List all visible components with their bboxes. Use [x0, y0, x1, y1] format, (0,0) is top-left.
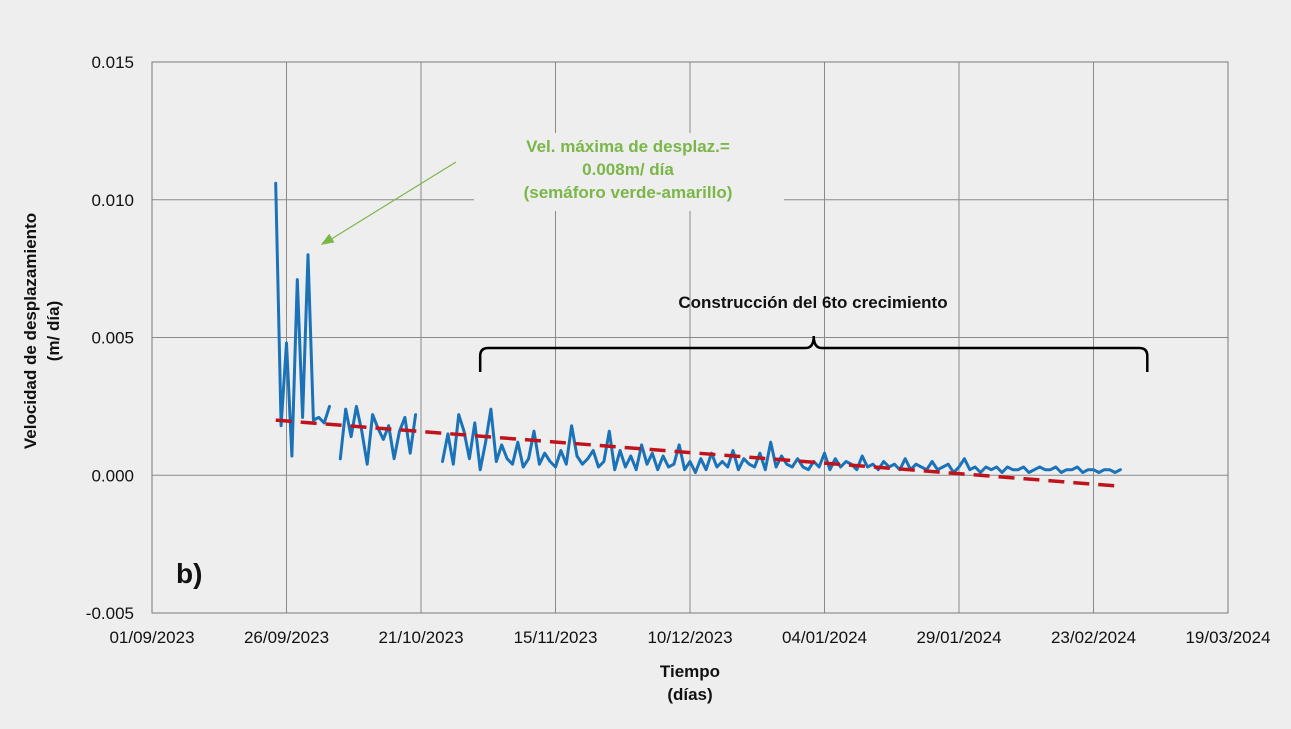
y-axis-title-line1: Velocidad de desplazamiento — [21, 213, 40, 449]
max-velocity-label-line2: 0.008m/ día — [582, 160, 674, 179]
max-velocity-label-line1: Vel. máxima de desplaz.= — [526, 137, 730, 156]
x-tick-label: 10/12/2023 — [647, 628, 732, 647]
trend-line-group — [275, 418, 1121, 489]
y-tick-label: -0.005 — [86, 604, 134, 623]
x-tick-label: 15/11/2023 — [514, 628, 598, 647]
y-tick-label: 0.005 — [91, 329, 134, 348]
construction-brace — [478, 335, 1149, 372]
x-tick-label: 29/01/2024 — [916, 628, 1001, 647]
y-tick-label: 0.015 — [91, 53, 134, 72]
panel-label: b) — [176, 558, 202, 589]
plot-border — [151, 61, 1229, 614]
linear-trend-line — [275, 418, 1121, 489]
velocity-line-segment — [441, 407, 1122, 474]
construction-label: Construcción del 6to crecimiento — [678, 293, 947, 312]
x-axis-title-line2: (días) — [667, 685, 712, 704]
plot-frame — [151, 61, 1229, 614]
y-axis-ticks: 0.015 0.010 0.005 0.000 -0.005 — [86, 53, 134, 623]
x-axis-ticks: 01/09/2023 26/09/2023 21/10/2023 15/11/2023… — [109, 628, 1270, 647]
x-tick-label: 19/03/2024 — [1185, 628, 1270, 647]
max-velocity-arrow — [326, 161, 457, 243]
y-tick-label: 0.010 — [91, 191, 134, 210]
y-tick-label: 0.000 — [91, 466, 134, 485]
y-axis-title-line2: (m/ día) — [44, 301, 63, 361]
max-velocity-label-box — [474, 133, 784, 211]
x-tick-label: 23/02/2024 — [1051, 628, 1136, 647]
x-tick-label: 01/09/2023 — [109, 628, 194, 647]
max-velocity-arrowhead — [320, 233, 335, 245]
x-tick-label: 04/01/2024 — [782, 628, 867, 647]
x-axis-title-line1: Tiempo — [660, 662, 720, 681]
x-tick-label: 21/10/2023 — [378, 628, 463, 647]
x-tick-label: 26/09/2023 — [244, 628, 329, 647]
velocity-line-segment — [274, 181, 331, 458]
max-velocity-label-line3: (semáforo verde-amarillo) — [524, 183, 733, 202]
